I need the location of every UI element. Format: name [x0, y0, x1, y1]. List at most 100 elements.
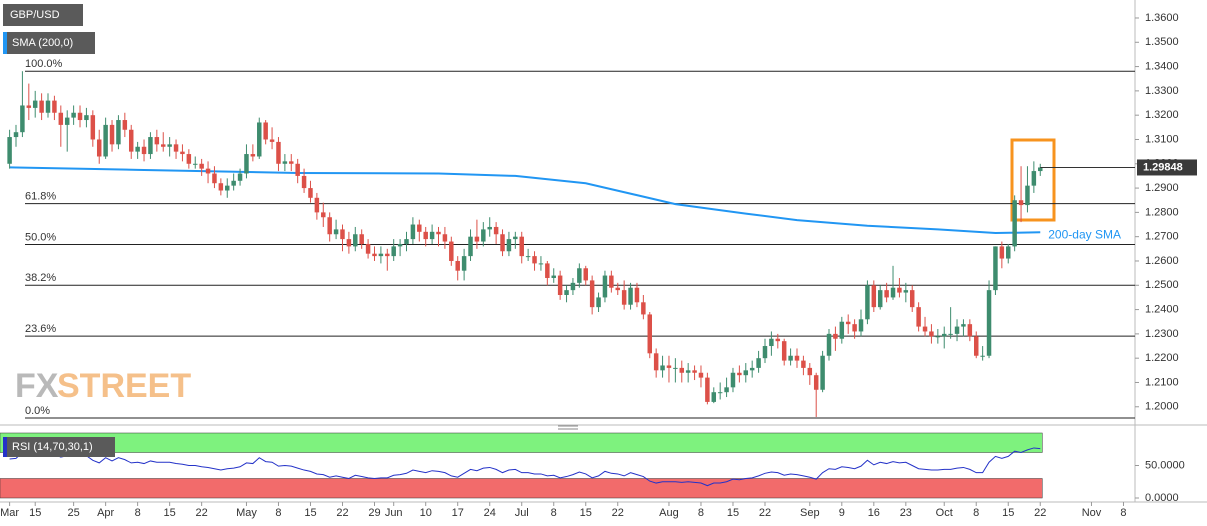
- x-tick-label: Sep: [800, 507, 820, 519]
- candle-body: [468, 236, 473, 257]
- candle-body: [391, 246, 396, 257]
- fib-label: 61.8%: [25, 191, 56, 203]
- candle-body: [397, 243, 403, 247]
- candle-body: [449, 241, 454, 261]
- x-tick-label: Jun: [385, 507, 403, 519]
- candle-body: [775, 338, 781, 342]
- candle-body: [109, 124, 115, 145]
- x-tick-label: 9: [839, 507, 845, 519]
- candle-body: [833, 333, 838, 339]
- x-tick-label: May: [236, 507, 257, 519]
- candle-body: [583, 268, 588, 281]
- legend-rsi: RSI (14,70,30,1): [12, 441, 93, 453]
- candle-body: [705, 377, 710, 402]
- x-tick-label: 15: [727, 507, 739, 519]
- candle-body: [148, 137, 153, 155]
- y-tick-label: 1.3400: [1145, 60, 1179, 72]
- candle-body: [903, 290, 909, 293]
- rsi-line: [9, 447, 1041, 487]
- candle-body: [890, 287, 896, 298]
- candle-body: [647, 314, 653, 354]
- x-tick-label: 17: [452, 507, 464, 519]
- candle-body: [1006, 246, 1011, 259]
- x-tick-label: 10: [420, 507, 432, 519]
- y-tick-label: 1.2700: [1145, 231, 1179, 243]
- candle-body: [769, 338, 774, 347]
- legend-box: [3, 437, 115, 457]
- candle-body: [884, 290, 889, 298]
- candle-body: [372, 253, 377, 257]
- candle-body: [801, 360, 806, 368]
- candle-body: [1018, 200, 1024, 206]
- candle-body: [423, 231, 428, 240]
- candle-body: [167, 144, 172, 147]
- candle-body: [276, 141, 281, 164]
- candle-body: [929, 331, 934, 337]
- candle-body: [641, 302, 646, 315]
- watermark-street: STREET: [57, 367, 191, 405]
- candle-body: [551, 275, 556, 278]
- legend-sma: SMA (200,0): [12, 37, 73, 49]
- x-tick-label: Aug: [659, 507, 679, 519]
- candle-body: [52, 100, 57, 113]
- candle-body: [378, 253, 384, 257]
- candle-body: [813, 375, 819, 390]
- candle-body: [506, 239, 512, 252]
- candle-body: [570, 282, 576, 291]
- candle-body: [282, 161, 288, 164]
- candle-body: [442, 234, 448, 242]
- y-tick-label: 1.2400: [1145, 303, 1179, 315]
- legend-title: GBP/USD: [10, 9, 60, 21]
- x-tick-label: 8: [551, 507, 557, 519]
- candle-body: [77, 112, 83, 121]
- y-tick-label: 1.3200: [1145, 109, 1179, 121]
- x-tick-label: Oct: [936, 507, 953, 519]
- candle-body: [257, 122, 262, 157]
- candle-body: [525, 256, 531, 258]
- candle-body: [404, 239, 409, 244]
- candle-body: [193, 163, 198, 165]
- candle-body: [96, 139, 102, 157]
- legend-box: [3, 32, 95, 54]
- x-tick-label: Mar: [0, 507, 19, 519]
- candle-body: [218, 183, 224, 191]
- candle-body: [948, 333, 953, 335]
- candle-body: [180, 151, 185, 155]
- candle-body: [577, 268, 582, 283]
- candle-body: [20, 105, 25, 133]
- candle-body: [39, 100, 44, 113]
- candle-body: [967, 324, 973, 337]
- candle-body: [762, 346, 768, 359]
- candle-body: [71, 112, 76, 118]
- candle-body: [231, 180, 236, 186]
- candle-body: [385, 253, 390, 257]
- candle-body: [122, 120, 128, 130]
- candle-body: [909, 290, 915, 308]
- y-tick-label: 1.2100: [1145, 376, 1179, 388]
- candle-body: [7, 137, 12, 164]
- x-tick-label: 15: [1002, 507, 1014, 519]
- fib-label: 100.0%: [25, 58, 63, 70]
- x-tick-label: 15: [29, 507, 41, 519]
- rsi-lower-band: [0, 478, 1043, 499]
- x-tick-label: 22: [196, 507, 208, 519]
- y-tick-label: 1.2900: [1145, 182, 1179, 194]
- x-tick-label: 8: [1120, 507, 1126, 519]
- candle-body: [653, 353, 659, 371]
- candle-body: [634, 287, 640, 303]
- candle-body: [13, 132, 19, 138]
- candle-body: [436, 231, 441, 235]
- candle-body: [513, 236, 518, 240]
- x-tick-label: 29: [368, 507, 380, 519]
- candle-body: [410, 224, 416, 240]
- candle-body: [698, 372, 704, 378]
- candle-body: [58, 112, 64, 125]
- candle-body: [493, 226, 499, 235]
- candle-body: [116, 120, 121, 145]
- candle-body: [135, 146, 140, 152]
- candle-body: [1025, 185, 1030, 206]
- last-price-tag: [1137, 159, 1197, 176]
- candle-body: [327, 217, 332, 235]
- candle-body: [660, 365, 665, 371]
